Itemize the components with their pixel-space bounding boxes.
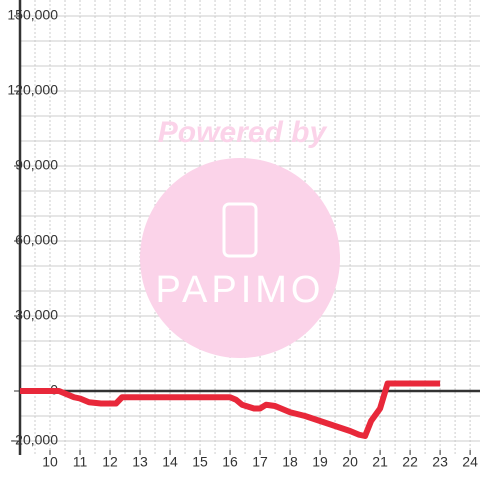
y-tick-label: 60,000: [15, 232, 58, 248]
x-tick-label: 15: [192, 454, 208, 470]
y-tick-label: -20,000: [11, 432, 59, 448]
y-tick-label: 90,000: [15, 157, 58, 173]
x-tick-label: 17: [252, 454, 268, 470]
watermark-circle: [140, 158, 340, 358]
watermark-icon: [222, 202, 258, 258]
x-tick-label: 12: [102, 454, 118, 470]
x-tick-label: 23: [432, 454, 448, 470]
x-tick-label: 10: [42, 454, 58, 470]
x-tick-label: 18: [282, 454, 298, 470]
x-tick-label: 20: [342, 454, 358, 470]
x-tick-label: 24: [462, 454, 478, 470]
x-tick-label: 11: [73, 454, 88, 470]
x-tick-label: 21: [372, 454, 388, 470]
watermark-title: Powered by: [158, 116, 328, 149]
y-tick-label: 150,000: [7, 7, 58, 23]
watermark-logo: PAPIMO: [156, 269, 325, 311]
x-tick-label: 13: [132, 454, 148, 470]
y-tick-label: 30,000: [15, 307, 58, 323]
x-tick-label: 22: [402, 454, 418, 470]
line: [20, 380, 441, 439]
y-tick-label: 120,000: [7, 82, 58, 98]
x-tick-label: 14: [162, 454, 178, 470]
x-tick-label: 19: [312, 454, 328, 470]
x-tick-label: 16: [222, 454, 238, 470]
